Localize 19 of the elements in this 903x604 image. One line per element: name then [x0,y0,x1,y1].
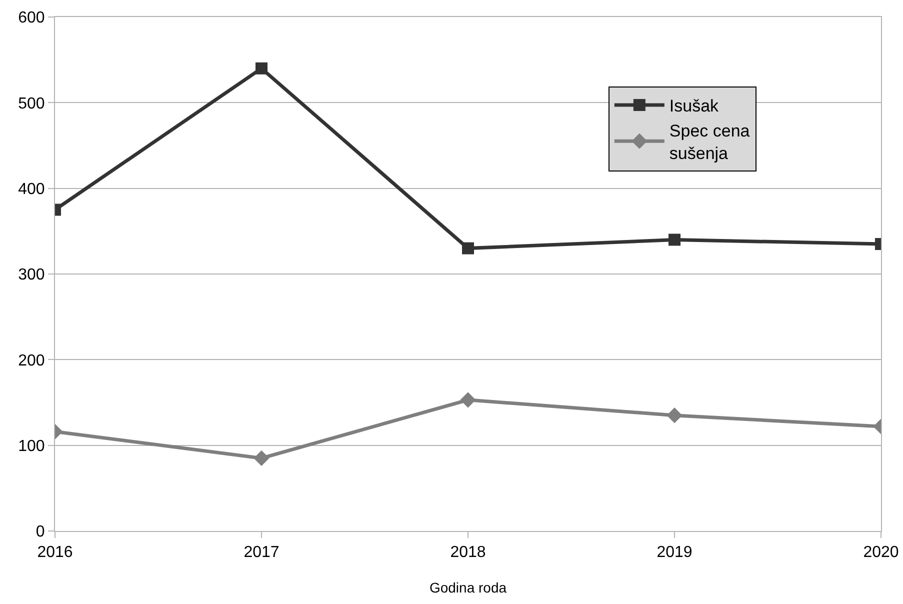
point [462,242,474,254]
y-tick-label: 100 [18,438,45,455]
x-tick-label: 2017 [244,544,280,562]
x-tick-label: 2019 [656,544,692,562]
point [666,408,682,424]
y-tick-label: 400 [18,180,45,198]
y-tick-label: 200 [18,352,45,370]
y-tick-label: 0 [36,524,45,541]
legend-label: Spec cena sušenja [669,122,750,163]
point [668,234,680,246]
x-tick-label: 2020 [863,544,899,562]
point [460,392,476,408]
x-tick-label: 2016 [37,544,73,562]
legend-label: Isušak [669,96,720,116]
x-tick-label: 2018 [450,544,486,562]
x-axis-title: Godina roda [429,580,507,596]
y-tick-label: 600 [18,10,45,27]
y-tick-label: 500 [18,95,45,112]
y-tick-label: 300 [18,266,45,284]
